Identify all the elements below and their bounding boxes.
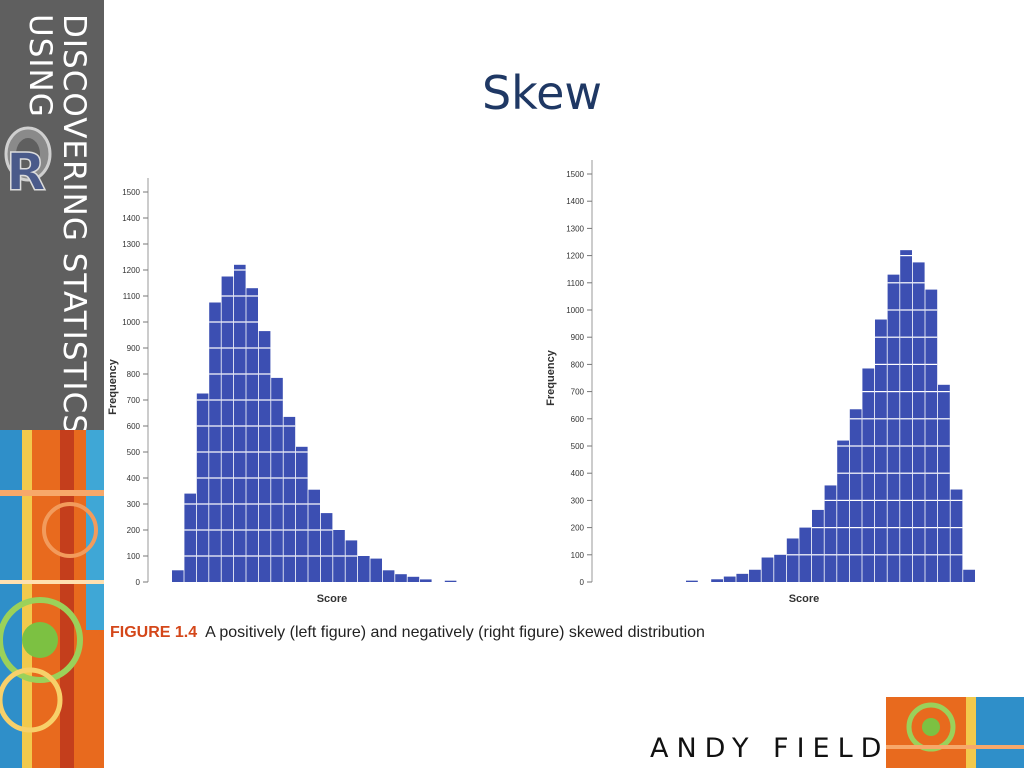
histogram-bar [444, 580, 457, 582]
histogram-bar [736, 573, 749, 582]
histogram-bar [258, 331, 271, 582]
sidebar-grey-panel: DISCOVERING STATISTICS USING R [0, 0, 104, 435]
y-tick-label: 1500 [566, 170, 584, 179]
y-tick-label: 500 [127, 448, 141, 457]
y-tick-label: 0 [580, 578, 585, 587]
histogram-bar [963, 569, 975, 582]
chart-positive-skew: 0 100 200 300 400 500 600 700 800 900 1000 1100 1200… [107, 178, 457, 605]
y-tick-label: 1300 [122, 240, 140, 249]
y-tick-label: 1300 [566, 224, 584, 233]
y-tick-label: 1400 [122, 214, 140, 223]
decorative-pattern-icon [0, 430, 104, 768]
y-tick-label: 1000 [566, 306, 584, 315]
chart-negative-skew: 0 100 200 300 400 500 600 700 800 900 1000 1100 1200… [545, 160, 975, 605]
histogram-bar [887, 274, 900, 582]
author-name: ANDY FIELD [650, 733, 890, 764]
figure-label: FIGURE 1.4 [110, 624, 198, 641]
histogram-bar [938, 384, 950, 582]
histogram-bar [395, 574, 407, 582]
y-tick-label: 0 [136, 578, 141, 587]
y-tick-label: 700 [127, 396, 141, 405]
histogram-bar [749, 569, 761, 582]
sidebar-subtitle: USING [22, 14, 58, 118]
y-tick-label: 500 [571, 442, 585, 451]
histogram-bar [283, 416, 296, 582]
y-tick-label: 200 [127, 526, 141, 535]
histogram-bar [296, 446, 308, 582]
corner-decorative-art [886, 697, 1024, 768]
histogram-bar [407, 576, 420, 582]
histogram-bar [711, 579, 723, 582]
histogram-bar [420, 579, 432, 582]
histogram-bar [761, 557, 774, 582]
histogram-bar [774, 554, 786, 582]
x-axis-label: Score [317, 593, 348, 605]
histogram-bar [875, 319, 887, 582]
sidebar-title: DISCOVERING STATISTICS [56, 14, 92, 435]
histogram-bar [345, 540, 358, 582]
histogram-pair: 0100200300400500600700800900100011001200… [107, 160, 975, 605]
y-tick-label: 1000 [122, 318, 140, 327]
y-tick-label: 1200 [566, 252, 584, 261]
histogram-bar [221, 276, 234, 582]
y-tick-label: 900 [571, 333, 585, 342]
histogram-bar [786, 538, 799, 582]
histogram-bar [925, 289, 938, 582]
histogram-bar [358, 556, 370, 582]
r-logo-icon: R [4, 126, 52, 194]
decorative-corner-icon [886, 697, 1024, 768]
y-tick-label: 600 [571, 415, 585, 424]
histogram-bar [723, 576, 736, 582]
y-tick-label: 1200 [122, 266, 140, 275]
histogram-bar [370, 558, 382, 582]
histogram-bar [900, 250, 912, 582]
y-tick-label: 300 [571, 496, 585, 505]
y-axis-label: Frequency [545, 349, 557, 406]
sidebar-branding: DISCOVERING STATISTICS USING R [0, 0, 104, 768]
y-tick-label: 200 [571, 524, 585, 533]
figure-caption-text: A positively (left figure) and negativel… [205, 624, 705, 641]
sidebar-decorative-art [0, 430, 104, 768]
histogram-bar [184, 493, 196, 582]
histogram-bar [849, 409, 862, 582]
histogram-bar [686, 580, 698, 582]
r-logo-letter: R [6, 143, 46, 194]
histogram-bar [234, 264, 246, 582]
y-tick-label: 400 [127, 474, 141, 483]
histogram-bar [950, 489, 963, 582]
x-axis-label: Score [789, 593, 820, 605]
figure-caption: FIGURE 1.4 A positively (left figure) and… [110, 624, 705, 642]
histogram-bar [912, 262, 925, 582]
histogram-bar [824, 485, 837, 582]
y-tick-label: 300 [127, 500, 141, 509]
y-tick-label: 600 [127, 422, 141, 431]
y-tick-label: 800 [571, 360, 585, 369]
y-tick-label: 100 [571, 551, 585, 560]
y-tick-label: 1100 [567, 279, 585, 288]
y-tick-label: 400 [571, 469, 585, 478]
y-tick-label: 800 [127, 370, 141, 379]
histogram-bar [837, 440, 849, 582]
y-tick-label: 900 [127, 344, 141, 353]
histogram-bar [271, 377, 283, 582]
y-tick-label: 1100 [123, 292, 141, 301]
y-tick-label: 100 [127, 552, 141, 561]
y-tick-label: 700 [571, 388, 585, 397]
y-tick-label: 1400 [566, 197, 584, 206]
slide-title: Skew [481, 66, 603, 120]
histogram-bar [196, 393, 209, 582]
histogram-bar [246, 288, 258, 582]
histogram-bar [320, 513, 333, 582]
histogram-bar [209, 302, 221, 582]
histogram-bar [172, 570, 184, 582]
histogram-bar [382, 570, 395, 582]
histogram-bar [862, 368, 875, 582]
histogram-bar [308, 489, 320, 582]
y-axis-label: Frequency [107, 358, 119, 415]
y-tick-label: 1500 [122, 188, 140, 197]
histogram-bar [812, 509, 824, 582]
